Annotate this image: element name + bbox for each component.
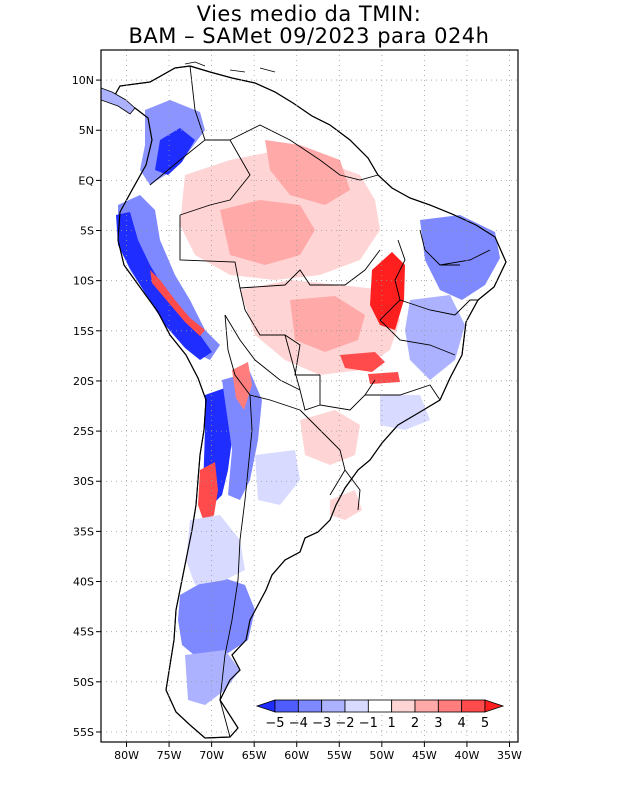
colorbar-label: −2 bbox=[335, 716, 354, 731]
warm-streak-andes bbox=[150, 270, 205, 336]
lon-tick-label: 50W bbox=[369, 749, 394, 762]
lon-tick-label: 70W bbox=[199, 749, 224, 762]
lon-tick-label: 80W bbox=[114, 749, 139, 762]
weak-cold-east-brazil bbox=[380, 395, 430, 430]
cold-bias-central-andes bbox=[222, 372, 262, 500]
map-title: Vies medio da TMIN: bbox=[196, 2, 422, 26]
colorbar-label: 1 bbox=[388, 716, 396, 731]
colorbar-legend: −5 −4 −3 −2 −1 1 2 3 4 5 bbox=[255, 699, 505, 731]
cold-bias-northeast-brazil bbox=[420, 215, 500, 300]
lat-tick-label: 55S bbox=[73, 726, 94, 739]
colorbar-label: 4 bbox=[458, 716, 466, 731]
colorbar-segment bbox=[391, 699, 416, 713]
lon-tick-label: 65W bbox=[242, 749, 267, 762]
colorbar-label: −3 bbox=[312, 716, 331, 731]
colorbar-label: −1 bbox=[359, 716, 378, 731]
lon-tick-label: 35W bbox=[497, 749, 522, 762]
weak-cold-southern-chile bbox=[186, 515, 245, 585]
colorbar-label: 2 bbox=[411, 716, 419, 731]
colorbar-high-arrow bbox=[484, 699, 505, 713]
caribbean-islands bbox=[184, 61, 276, 73]
warm-bias-guiana bbox=[265, 140, 350, 205]
lat-tick-label: 40S bbox=[73, 576, 94, 589]
lat-tick-label: 5S bbox=[80, 225, 94, 238]
lat-tick-label: 35S bbox=[73, 525, 94, 538]
lon-tick-label: 55W bbox=[327, 749, 352, 762]
colorbar-segment bbox=[344, 699, 369, 713]
lat-tick-label: 20S bbox=[73, 375, 94, 388]
weak-warm-pampas bbox=[300, 410, 360, 465]
lon-tick-label: 45W bbox=[412, 749, 437, 762]
lat-tick-label: 45S bbox=[73, 626, 94, 639]
colorbar-segment bbox=[321, 699, 346, 713]
warm-bias-central-amazon bbox=[220, 200, 315, 265]
lat-tick-label: EQ bbox=[78, 174, 94, 187]
colorbar-label: 3 bbox=[434, 716, 442, 731]
colorbar-segment bbox=[437, 699, 463, 713]
strong-cold-colombia bbox=[155, 128, 195, 175]
lat-tick-label: 50S bbox=[73, 676, 94, 689]
lon-tick-label: 60W bbox=[284, 749, 309, 762]
axis-ticks: 80W 75W 70W 65W 60W 55W 50W 45W 40W 35W 10N 5N EQ 5S 1… bbox=[72, 74, 522, 762]
coastline bbox=[111, 65, 507, 739]
weak-cold-bahia bbox=[405, 295, 465, 380]
colorbar-segment bbox=[367, 699, 393, 713]
graticule bbox=[101, 50, 518, 742]
colorbar-label: −5 bbox=[265, 716, 284, 731]
warm-streak-minas bbox=[368, 372, 400, 384]
colorbar-label: 5 bbox=[481, 716, 489, 731]
central-america bbox=[101, 87, 136, 115]
country-borders bbox=[149, 65, 491, 738]
warm-bias-chile bbox=[198, 462, 218, 525]
colorbar-segment bbox=[297, 699, 323, 713]
lat-tick-label: 15S bbox=[73, 325, 94, 338]
map-subtitle: BAM – SAMet 09/2023 para 024h bbox=[128, 24, 490, 48]
cold-bias-ecuador-peru bbox=[118, 195, 220, 360]
colorbar-segment bbox=[414, 699, 439, 713]
colorbar-label: −4 bbox=[289, 716, 308, 731]
strong-cold-peru-coast bbox=[116, 212, 212, 360]
weak-warm-uruguay bbox=[330, 490, 362, 520]
lat-tick-label: 5N bbox=[79, 124, 94, 137]
lat-tick-label: 10N bbox=[72, 74, 94, 87]
warm-bias-mato-grosso bbox=[290, 296, 365, 352]
colorbar-segment bbox=[274, 699, 299, 713]
lat-tick-label: 25S bbox=[73, 425, 94, 438]
weak-cold-argentina bbox=[255, 450, 300, 505]
weak-cold-patagonia bbox=[185, 650, 240, 705]
lon-tick-label: 75W bbox=[157, 749, 182, 762]
warm-streak-goias bbox=[340, 352, 385, 372]
lat-tick-label: 10S bbox=[73, 275, 94, 288]
warm-bias-andes-bolivia bbox=[232, 362, 252, 410]
lat-tick-label: 30S bbox=[73, 475, 94, 488]
strong-warm-tocantins bbox=[370, 252, 405, 330]
lon-tick-label: 40W bbox=[455, 749, 480, 762]
colorbar-segment bbox=[461, 699, 486, 713]
